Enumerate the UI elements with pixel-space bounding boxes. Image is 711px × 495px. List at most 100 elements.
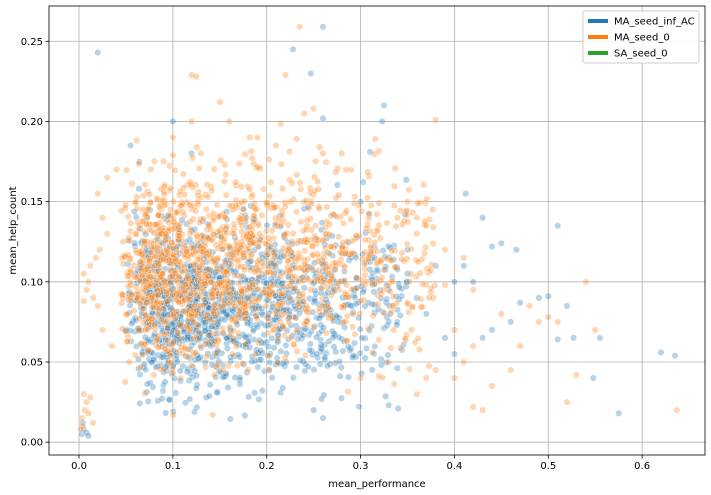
point-ma-seed-inf-ac xyxy=(301,367,309,375)
point-ma-seed-0 xyxy=(310,323,318,331)
y-tick-label: 0.10 xyxy=(21,277,43,288)
point-ma-seed-inf-ac xyxy=(291,284,299,292)
point-ma-seed-0 xyxy=(300,109,308,117)
point-ma-seed-0 xyxy=(319,237,327,245)
point-ma-seed-inf-ac xyxy=(338,394,346,402)
point-ma-seed-inf-ac xyxy=(186,235,194,243)
point-ma-seed-inf-ac xyxy=(344,373,352,381)
point-ma-seed-inf-ac xyxy=(283,349,290,357)
point-ma-seed-inf-ac xyxy=(239,272,247,280)
point-ma-seed-0 xyxy=(164,322,172,330)
point-ma-seed-0 xyxy=(250,212,258,220)
point-ma-seed-0 xyxy=(269,281,277,289)
point-ma-seed-0 xyxy=(279,244,287,252)
point-ma-seed-0 xyxy=(390,182,398,190)
point-ma-seed-0 xyxy=(414,335,422,342)
point-ma-seed-0 xyxy=(208,187,216,195)
point-ma-seed-inf-ac xyxy=(140,304,148,312)
point-ma-seed-0 xyxy=(340,219,347,227)
point-ma-seed-0 xyxy=(219,245,227,253)
point-ma-seed-0 xyxy=(290,285,298,293)
point-ma-seed-inf-ac xyxy=(381,253,389,261)
point-ma-seed-0 xyxy=(152,341,160,349)
point-ma-seed-0 xyxy=(241,197,248,205)
point-ma-seed-0 xyxy=(225,242,233,250)
point-ma-seed-inf-ac xyxy=(395,295,403,303)
point-ma-seed-0 xyxy=(169,411,177,419)
point-ma-seed-0 xyxy=(322,223,330,231)
point-ma-seed-inf-ac xyxy=(281,362,289,370)
point-ma-seed-0 xyxy=(171,166,179,174)
point-ma-seed-inf-ac xyxy=(488,326,496,334)
point-ma-seed-0 xyxy=(348,249,356,257)
point-ma-seed-inf-ac xyxy=(297,356,305,364)
point-ma-seed-0 xyxy=(149,303,157,311)
point-ma-seed-0 xyxy=(286,295,294,303)
point-ma-seed-0 xyxy=(375,199,383,207)
point-ma-seed-inf-ac xyxy=(311,297,319,305)
point-ma-seed-0 xyxy=(373,210,381,218)
point-ma-seed-0 xyxy=(170,215,177,223)
point-ma-seed-0 xyxy=(84,409,92,417)
point-ma-seed-0 xyxy=(89,419,97,427)
point-ma-seed-0 xyxy=(195,263,203,271)
point-ma-seed-inf-ac xyxy=(422,310,430,318)
point-ma-seed-inf-ac xyxy=(403,270,411,278)
point-ma-seed-0 xyxy=(304,275,312,283)
point-ma-seed-0 xyxy=(231,303,239,310)
point-ma-seed-inf-ac xyxy=(337,364,345,371)
point-ma-seed-0 xyxy=(385,358,393,366)
point-ma-seed-inf-ac xyxy=(150,355,158,363)
point-ma-seed-inf-ac xyxy=(352,254,360,262)
point-ma-seed-0 xyxy=(201,280,209,287)
point-ma-seed-0 xyxy=(285,318,293,326)
point-ma-seed-0 xyxy=(225,118,233,125)
point-ma-seed-0 xyxy=(227,253,235,261)
point-ma-seed-0 xyxy=(339,239,347,247)
point-ma-seed-0 xyxy=(364,168,372,176)
point-ma-seed-0 xyxy=(118,254,126,262)
point-ma-seed-inf-ac xyxy=(141,333,149,341)
point-ma-seed-0 xyxy=(469,286,477,294)
point-ma-seed-inf-ac xyxy=(402,176,410,184)
point-ma-seed-0 xyxy=(211,305,219,313)
point-ma-seed-inf-ac xyxy=(344,343,352,351)
point-ma-seed-0 xyxy=(154,236,162,243)
point-ma-seed-0 xyxy=(315,205,323,213)
point-ma-seed-inf-ac xyxy=(310,406,318,414)
point-ma-seed-0 xyxy=(121,378,129,386)
point-ma-seed-inf-ac xyxy=(127,142,135,149)
point-ma-seed-0 xyxy=(145,346,153,354)
point-ma-seed-0 xyxy=(187,181,195,189)
point-ma-seed-0 xyxy=(127,297,135,305)
point-ma-seed-0 xyxy=(422,243,430,251)
point-ma-seed-inf-ac xyxy=(148,358,156,366)
point-ma-seed-0 xyxy=(168,239,176,247)
point-ma-seed-0 xyxy=(192,207,200,215)
point-ma-seed-0 xyxy=(249,191,256,198)
point-ma-seed-0 xyxy=(186,201,194,209)
point-ma-seed-0 xyxy=(141,181,149,189)
point-ma-seed-inf-ac xyxy=(462,190,470,198)
point-ma-seed-inf-ac xyxy=(304,363,312,371)
point-ma-seed-0 xyxy=(303,308,311,316)
point-ma-seed-inf-ac xyxy=(306,346,314,354)
point-ma-seed-0 xyxy=(117,207,125,215)
point-ma-seed-0 xyxy=(335,278,343,286)
point-ma-seed-0 xyxy=(124,251,132,259)
point-ma-seed-inf-ac xyxy=(143,380,151,388)
point-ma-seed-inf-ac xyxy=(315,314,323,322)
point-ma-seed-0 xyxy=(318,295,326,303)
point-ma-seed-inf-ac xyxy=(224,384,232,391)
point-ma-seed-inf-ac xyxy=(258,387,266,395)
point-ma-seed-0 xyxy=(119,238,127,245)
point-ma-seed-0 xyxy=(516,342,524,350)
point-ma-seed-0 xyxy=(237,272,245,280)
point-ma-seed-0 xyxy=(271,251,279,259)
point-ma-seed-0 xyxy=(147,238,155,246)
point-ma-seed-0 xyxy=(203,352,210,360)
point-ma-seed-0 xyxy=(222,191,230,199)
point-ma-seed-0 xyxy=(371,135,379,143)
point-ma-seed-0 xyxy=(154,244,162,252)
point-ma-seed-0 xyxy=(139,351,146,358)
